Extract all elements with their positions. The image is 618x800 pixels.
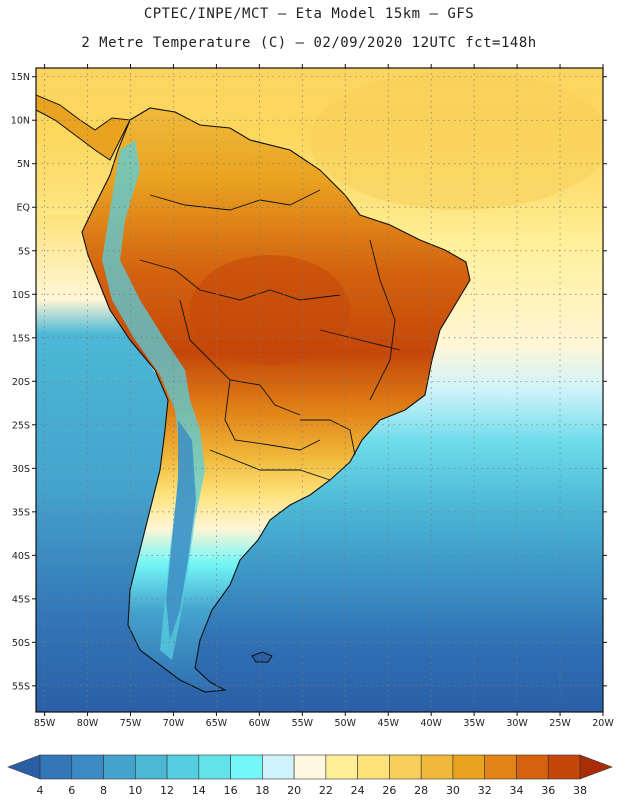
colorbar-swatch: [134, 754, 168, 780]
colorbar-swatch: [389, 754, 422, 780]
temperature-colorbar: 4 6 8 10 12 14 16 18 20 22 24 26 28 30 32 34 36 38: [7, 754, 613, 797]
falkland-islands: [251, 651, 273, 663]
lon-label: 25W: [549, 718, 571, 729]
colorbar-swatch: [420, 754, 454, 780]
lon-label: 55W: [292, 718, 314, 729]
colorbar-swatch: [357, 754, 390, 780]
lat-label: 5S: [18, 246, 30, 257]
colorbar-label: 6: [68, 784, 75, 797]
colorbar-label: 36: [541, 784, 555, 797]
map-title-line-2: 2 Metre Temperature (C) – 02/09/2020 12U…: [81, 35, 537, 51]
lon-label: 70W: [163, 718, 185, 729]
colorbar-label: 20: [287, 784, 301, 797]
lon-label: 60W: [249, 718, 271, 729]
colorbar-low-arrow: [7, 754, 41, 780]
colorbar-swatch: [325, 754, 358, 780]
colorbar-swatch: [516, 754, 549, 780]
lon-label: 40W: [420, 718, 442, 729]
colorbar-label: 8: [100, 784, 107, 797]
colorbar-label: 30: [446, 784, 460, 797]
lat-label: 40S: [12, 551, 30, 562]
lat-label: 45S: [12, 594, 30, 605]
lat-label: 10N: [11, 116, 30, 127]
longitude-axis: 85W 80W 75W 70W 65W 60W 55W 50W 45W 40W 35W 30W 25W 2…: [34, 64, 614, 729]
lon-label: 20W: [592, 718, 614, 729]
colorbar-swatch: [71, 754, 104, 780]
colorbar-swatch: [452, 754, 486, 780]
colorbar-high-arrow: [579, 754, 613, 780]
colorbar-swatch: [103, 754, 136, 780]
colorbar-label: 34: [509, 784, 523, 797]
latitude-axis: 15N 10N 5N EQ 5S 10S 15S 20S 25S 30S 35S 40S 45S 50S 5…: [11, 72, 607, 692]
colorbar-swatch: [547, 754, 581, 780]
colorbar-label: 28: [414, 784, 428, 797]
lat-label: 15N: [11, 72, 30, 83]
colorbar-label: 16: [224, 784, 238, 797]
colorbar-swatch: [293, 754, 327, 780]
hot-interior-core: [190, 255, 350, 365]
country-borders: [139, 189, 401, 481]
colorbar-swatch: [166, 754, 200, 780]
colorbar-swatch: [198, 754, 231, 780]
colorbar-swatch: [262, 754, 295, 780]
colorbar-label: 18: [255, 784, 269, 797]
lat-label: 55S: [12, 681, 30, 692]
colorbar-label: 32: [478, 784, 492, 797]
colorbar-label: 24: [351, 784, 365, 797]
lat-label: 15S: [12, 333, 30, 344]
lon-label: 85W: [34, 718, 56, 729]
colorbar-label: 10: [128, 784, 142, 797]
lon-label: 30W: [506, 718, 528, 729]
plot-frame: [35, 67, 604, 713]
lon-label: 80W: [77, 718, 99, 729]
colorbar-swatch: [484, 754, 517, 780]
colorbar-swatch: [230, 754, 263, 780]
map-title-line-1: CPTEC/INPE/MCT – Eta Model 15km – GFS: [143, 6, 475, 22]
lat-label: 25S: [12, 420, 30, 431]
lat-label: 50S: [12, 638, 30, 649]
lon-label: 45W: [377, 718, 399, 729]
lat-label: 30S: [12, 464, 30, 475]
lat-label: 5N: [17, 159, 30, 170]
colorbar-label: 4: [37, 784, 44, 797]
lon-label: 75W: [120, 718, 142, 729]
colorbar-swatch: [39, 754, 73, 780]
lat-label: 20S: [12, 377, 30, 388]
central-america-land: [36, 94, 131, 161]
colorbar-label: 38: [573, 784, 587, 797]
colorbar-label: 12: [160, 784, 174, 797]
colorbar-label: 14: [192, 784, 206, 797]
graticule: [36, 68, 603, 712]
lon-label: 50W: [335, 718, 357, 729]
lon-label: 65W: [206, 718, 228, 729]
warm-atlantic-patch: [310, 70, 603, 210]
lat-label: 35S: [12, 507, 30, 518]
lat-label: 10S: [12, 290, 30, 301]
lat-label: EQ: [17, 203, 30, 214]
colorbar-label: 26: [382, 784, 396, 797]
colorbar-label: 22: [319, 784, 333, 797]
lon-label: 35W: [463, 718, 485, 729]
